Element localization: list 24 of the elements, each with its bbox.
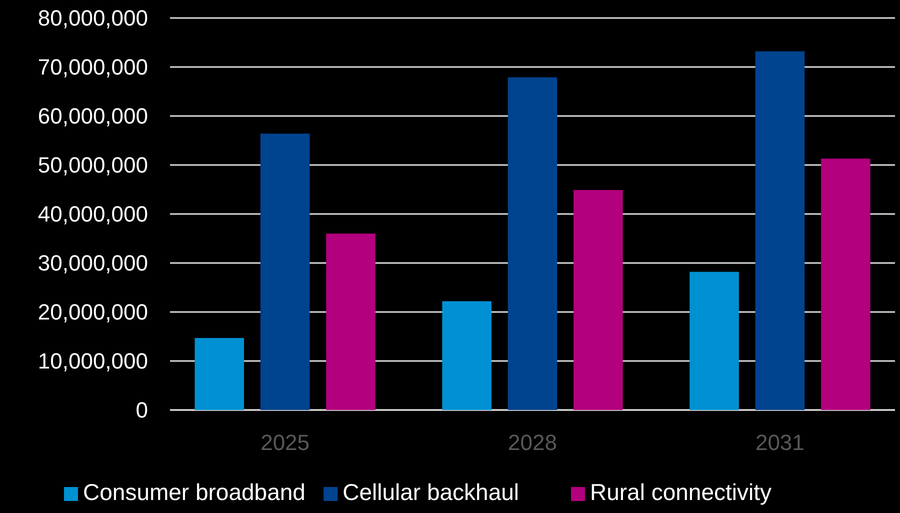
bar — [326, 234, 376, 410]
y-tick-label: 10,000,000 — [38, 348, 148, 374]
y-tick-label: 50,000,000 — [38, 152, 148, 178]
y-tick-label: 0 — [136, 398, 148, 423]
legend-label: Consumer broadband — [83, 479, 306, 505]
y-tick-label: 70,000,000 — [38, 54, 148, 80]
y-tick-label: 40,000,000 — [38, 202, 148, 227]
bar — [508, 77, 558, 410]
x-tick-label: 2028 — [508, 430, 557, 455]
bar — [690, 272, 739, 410]
y-tick-label: 30,000,000 — [38, 250, 148, 276]
x-tick-label: 2031 — [755, 430, 804, 455]
legend-label: Cellular backhaul — [342, 479, 520, 505]
legend-label: Rural connectivity — [590, 479, 772, 505]
bar — [194, 338, 244, 410]
bar — [574, 190, 623, 410]
y-tick-label: 60,000,000 — [38, 104, 148, 129]
y-tick-label: 20,000,000 — [38, 300, 148, 325]
y-tick-label: 80,000,000 — [38, 6, 148, 31]
bar — [260, 134, 310, 410]
x-tick-label: 2025 — [260, 430, 310, 455]
bar — [442, 301, 492, 410]
bar — [820, 158, 870, 410]
bar — [755, 51, 805, 410]
